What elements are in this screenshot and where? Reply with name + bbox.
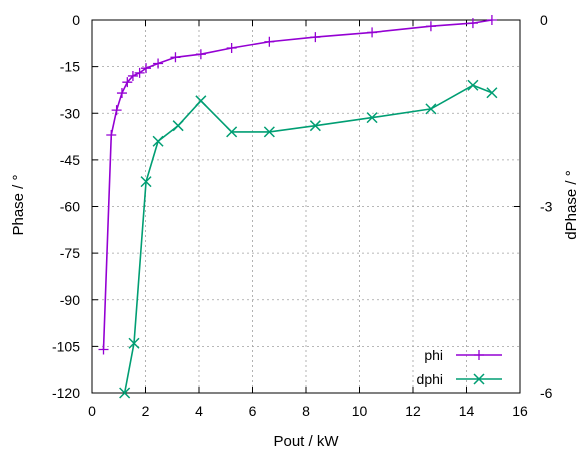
dphi-point bbox=[263, 126, 275, 138]
dphi-point bbox=[366, 112, 378, 124]
axes: 0 2 4 6 8 10 12 14 160-15-30-45-60-75-90-105-120… bbox=[52, 12, 553, 419]
dphi-point bbox=[152, 135, 164, 147]
x-tick-label: 10 bbox=[352, 403, 368, 419]
dphi-point bbox=[172, 120, 184, 132]
dphi-point bbox=[467, 79, 479, 91]
dphi-point bbox=[226, 126, 238, 138]
x-tick-label: 0 bbox=[88, 403, 96, 419]
y-tick-label: -120 bbox=[52, 385, 80, 401]
y-tick-label: -30 bbox=[60, 105, 80, 121]
y-tick-label: -105 bbox=[52, 338, 80, 354]
y2-tick-label: 0 bbox=[540, 12, 548, 28]
legend-marker-dphi bbox=[473, 373, 485, 385]
dphi-point bbox=[195, 95, 207, 107]
x-tick-label: 12 bbox=[405, 403, 421, 419]
phi-point bbox=[310, 32, 321, 43]
x-tick-label: 6 bbox=[249, 403, 257, 419]
phi-point bbox=[98, 344, 109, 355]
phi-point bbox=[127, 70, 138, 81]
series-dphi bbox=[119, 79, 498, 399]
phi-point bbox=[106, 130, 117, 141]
phi-point bbox=[116, 88, 127, 99]
dphi-point bbox=[425, 103, 437, 115]
y-tick-label: -45 bbox=[60, 152, 80, 168]
phi-point bbox=[486, 15, 497, 25]
y2-axis-label: dPhase / ° bbox=[563, 170, 580, 239]
y-tick-label: 0 bbox=[72, 12, 80, 28]
dphi-point bbox=[486, 87, 498, 99]
phi-point bbox=[467, 18, 478, 29]
y-tick-label: -90 bbox=[60, 292, 80, 308]
phi-point bbox=[264, 36, 275, 47]
x-tick-label: 14 bbox=[459, 403, 475, 419]
legend-marker-phi bbox=[474, 350, 484, 360]
y-tick-label: -75 bbox=[60, 245, 80, 261]
phi-point bbox=[226, 42, 237, 53]
legend-label-dphi: dphi bbox=[417, 371, 443, 387]
y2-tick-label: -3 bbox=[540, 199, 553, 215]
y2-tick-label: -6 bbox=[540, 385, 553, 401]
x-tick-label: 4 bbox=[195, 403, 203, 419]
y-tick-label: -60 bbox=[60, 199, 80, 215]
series-phi bbox=[98, 15, 497, 355]
phi-point bbox=[141, 63, 152, 74]
dphi-point bbox=[309, 120, 321, 132]
y-axis-label: Phase / ° bbox=[10, 174, 27, 235]
x-tick-label: 16 bbox=[512, 403, 528, 419]
phi-line bbox=[102, 19, 493, 350]
x-tick-label: 8 bbox=[302, 403, 310, 419]
phi-point bbox=[425, 21, 436, 32]
legend: phi dphi bbox=[417, 347, 502, 387]
phi-point bbox=[195, 49, 206, 60]
y-tick-label: -15 bbox=[60, 59, 80, 75]
dphi-point bbox=[119, 387, 131, 399]
phi-point bbox=[367, 27, 378, 38]
phi-point bbox=[122, 77, 133, 88]
phi-point bbox=[153, 58, 164, 69]
series bbox=[98, 15, 498, 399]
grid bbox=[92, 20, 520, 393]
legend-label-phi: phi bbox=[424, 347, 443, 363]
x-axis-label: Pout / kW bbox=[273, 433, 339, 450]
phi-point bbox=[170, 52, 181, 63]
dphi-point bbox=[128, 337, 140, 349]
phi-point bbox=[134, 67, 145, 78]
x-tick-label: 2 bbox=[142, 403, 150, 419]
dphi-point bbox=[140, 176, 152, 188]
phi-point bbox=[111, 105, 122, 116]
